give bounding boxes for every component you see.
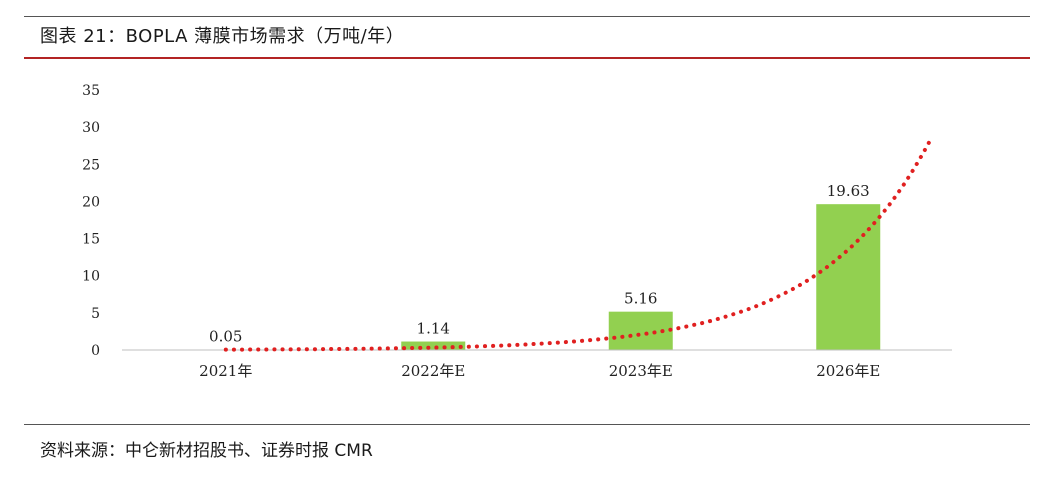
top-rule [24, 16, 1030, 17]
bar [816, 204, 881, 350]
data-label: 5.16 [624, 290, 657, 308]
x-tick-label: 2023年E [609, 362, 673, 380]
x-tick-label: 2026年E [816, 362, 880, 380]
source-note: 资料来源：中仑新材招股书、证券时报 CMR [40, 441, 373, 461]
y-tick-label: 30 [82, 120, 100, 136]
y-tick-label: 10 [82, 269, 100, 285]
data-label: 0.05 [209, 328, 242, 346]
data-label: 1.14 [417, 320, 450, 338]
y-tick-label: 20 [82, 194, 100, 210]
x-tick-label: 2021年 [199, 362, 252, 380]
title-underline [24, 57, 1030, 59]
y-tick-label: 25 [82, 157, 100, 173]
x-tick-label: 2022年E [401, 362, 465, 380]
figure-title: 图表 21：BOPLA 薄膜市场需求（万吨/年） [40, 26, 405, 47]
bottom-rule [24, 424, 1030, 425]
data-label: 19.63 [827, 182, 870, 200]
y-tick-label: 15 [82, 232, 100, 248]
y-tick-label: 35 [82, 83, 100, 99]
bar [401, 341, 466, 350]
trendline [223, 136, 934, 352]
y-tick-label: 5 [91, 306, 100, 322]
y-tick-label: 0 [91, 343, 100, 359]
bar-chart: 0 5 10 15 20 25 30 35 0.05 1.14 5.16 19.63 2021年 20… [82, 83, 952, 380]
